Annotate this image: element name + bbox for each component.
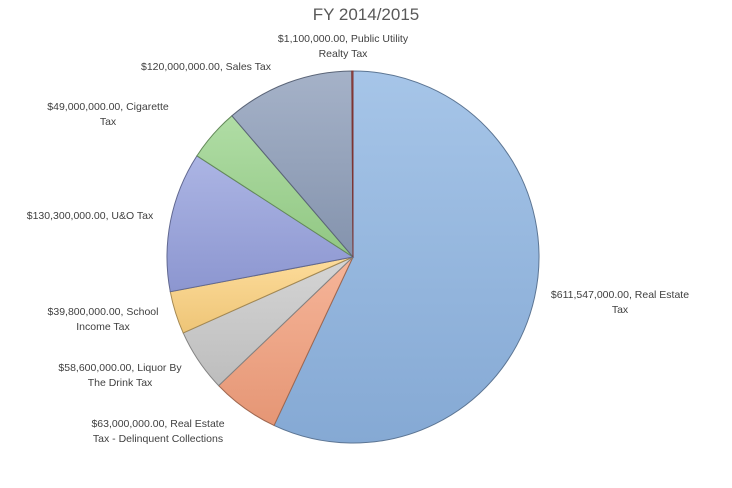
chart-title: FY 2014/2015 (312, 5, 420, 24)
pie-slice (351, 70, 354, 258)
slice-label: $58,600,000.00, Liquor By The Drink Tax (58, 362, 182, 389)
slice-label: $1,100,000.00, Public Utility Realty Tax (278, 33, 409, 60)
pie-slice (166, 155, 355, 293)
slice-label: $39,800,000.00, School Income Tax (48, 306, 159, 333)
pie-slice (231, 70, 354, 259)
pie-slice (273, 70, 540, 444)
slice-label: $49,000,000.00, Cigarette Tax (47, 101, 169, 128)
slice-label: $611,547,000.00, Real Estate Tax (551, 289, 689, 316)
slice-label: $120,000,000.00, Sales Tax (141, 61, 272, 73)
slice-label: $130,300,000.00, U&O Tax (27, 210, 154, 222)
slice-label: $63,000,000.00, Real Estate Tax - Delinqu… (91, 418, 224, 445)
